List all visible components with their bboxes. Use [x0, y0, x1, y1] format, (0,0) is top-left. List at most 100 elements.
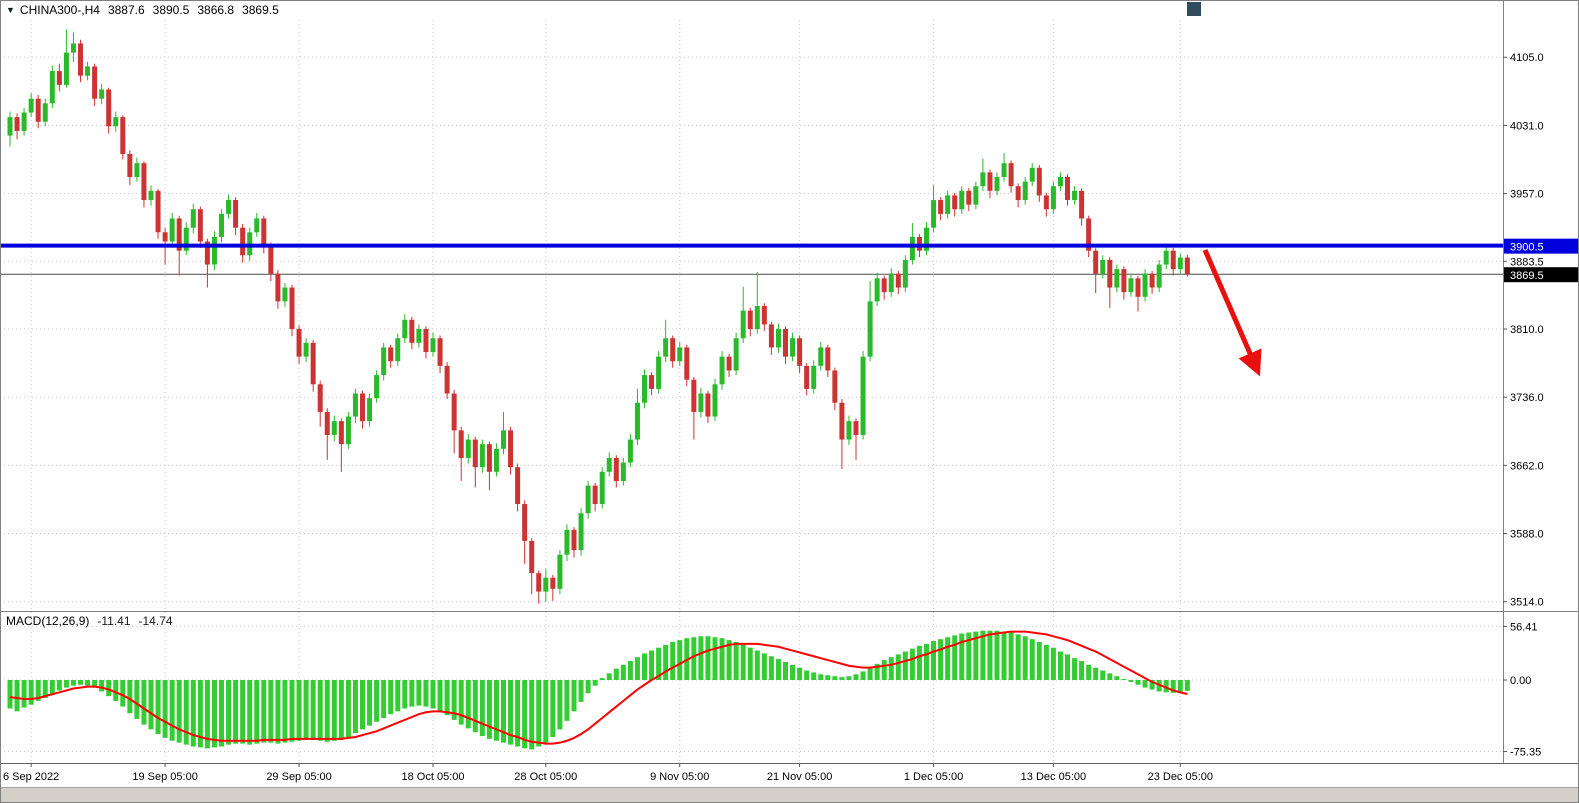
- candle-up: [733, 338, 739, 371]
- candle-up: [846, 421, 852, 440]
- candle-up: [395, 338, 401, 362]
- date-axis-label: 23 Dec 05:00: [1148, 771, 1213, 783]
- candle-up: [183, 227, 189, 251]
- candle-down: [1065, 177, 1070, 201]
- candle-down: [261, 218, 267, 247]
- candle-down: [444, 365, 450, 394]
- candle-up: [99, 89, 105, 99]
- candle-down: [141, 163, 147, 201]
- candle-up: [1100, 259, 1106, 274]
- candle-up: [1072, 190, 1078, 201]
- candle-down: [1135, 278, 1141, 297]
- candle-up: [564, 529, 570, 555]
- date-axis-label: 19 Sep 05:00: [132, 771, 197, 783]
- candle-down: [1149, 273, 1155, 288]
- candle-up: [888, 273, 894, 293]
- candle-up: [63, 52, 69, 85]
- horizontal-scrollbar[interactable]: [0, 788, 1579, 803]
- candle-up: [1022, 181, 1028, 201]
- candle-up: [430, 338, 436, 353]
- candle-up: [642, 375, 647, 403]
- sell-arrow-object[interactable]: [1202, 249, 1262, 377]
- macd-indicator-label: MACD(12,26,9) -11.41 -14.74: [6, 614, 173, 628]
- candle-down: [1121, 269, 1127, 293]
- candle-down: [522, 504, 528, 541]
- candle-down: [1008, 163, 1014, 187]
- macd-axis-label: 56.41: [1510, 621, 1538, 633]
- macd-axis-label: 0.00: [1510, 675, 1531, 687]
- candle-up: [1001, 163, 1007, 178]
- price-line-tag-label: 3900.5: [1510, 242, 1544, 254]
- candle-up: [902, 259, 908, 288]
- candle-down: [458, 430, 464, 458]
- candle-up: [543, 577, 549, 592]
- candle-up: [367, 398, 373, 422]
- candle-up: [70, 43, 76, 53]
- candle-down: [881, 278, 887, 293]
- candle-down: [240, 227, 246, 256]
- candle-up: [634, 402, 640, 440]
- candle-down: [571, 529, 577, 551]
- candle-down: [92, 66, 98, 99]
- candle-down: [1107, 259, 1113, 288]
- candle-up: [973, 186, 979, 205]
- ohlc-low: 3866.8: [197, 3, 235, 17]
- candle-down: [78, 43, 83, 76]
- candle-down: [761, 305, 767, 325]
- candle-up: [1114, 269, 1120, 288]
- candle-down: [324, 411, 330, 435]
- macd-main-value: -11.41: [97, 614, 131, 628]
- candle-up: [924, 227, 929, 251]
- candle-down: [296, 329, 302, 357]
- price-axis[interactable]: [1504, 0, 1579, 763]
- candle-up: [331, 421, 337, 435]
- chart-shift-marker[interactable]: [1187, 2, 1201, 16]
- candle-down: [35, 98, 41, 122]
- candle-up: [1142, 273, 1148, 297]
- price-axis-label: 3514.0: [1510, 597, 1544, 609]
- candle-down: [726, 356, 732, 371]
- candle-up: [1156, 264, 1162, 288]
- candle-down: [162, 232, 168, 242]
- candle-down: [515, 467, 521, 505]
- candle-down: [613, 457, 619, 482]
- candle-up: [909, 236, 915, 260]
- candle-up: [42, 103, 48, 122]
- symbol-dropdown-icon[interactable]: ▼: [6, 5, 15, 15]
- candle-down: [409, 319, 415, 343]
- candle-down: [486, 444, 492, 472]
- candle-up: [190, 209, 196, 228]
- macd-signal-line: [9, 630, 1188, 745]
- candle-down: [176, 218, 182, 251]
- candle-up: [945, 195, 951, 214]
- candle-up: [113, 117, 119, 127]
- date-axis-label: 9 Nov 05:00: [650, 771, 709, 783]
- candle-down: [338, 421, 344, 445]
- candle-down: [987, 172, 993, 191]
- candle-up: [381, 347, 387, 376]
- candle-down: [275, 273, 281, 302]
- candle-up: [931, 200, 937, 228]
- candle-down: [1015, 186, 1021, 201]
- candle-up: [959, 190, 965, 210]
- date-axis[interactable]: [0, 764, 1503, 787]
- price-line-tag: [1504, 238, 1578, 254]
- candle-up: [254, 218, 260, 233]
- candle-down: [952, 195, 958, 210]
- candle-up: [719, 356, 725, 385]
- candle-up: [994, 177, 1000, 191]
- price-axis-label: 3957.0: [1510, 189, 1544, 201]
- candle-down: [529, 540, 535, 574]
- candle-down: [895, 273, 901, 288]
- candle-down: [472, 439, 478, 468]
- date-axis-label: 18 Oct 05:00: [402, 771, 465, 783]
- candle-up: [818, 347, 824, 366]
- candle-up: [1050, 186, 1056, 210]
- candle-up: [49, 71, 55, 104]
- candle-up: [479, 444, 485, 468]
- candle-down: [1043, 195, 1049, 210]
- candle-up: [211, 236, 217, 265]
- candle-down: [423, 329, 429, 353]
